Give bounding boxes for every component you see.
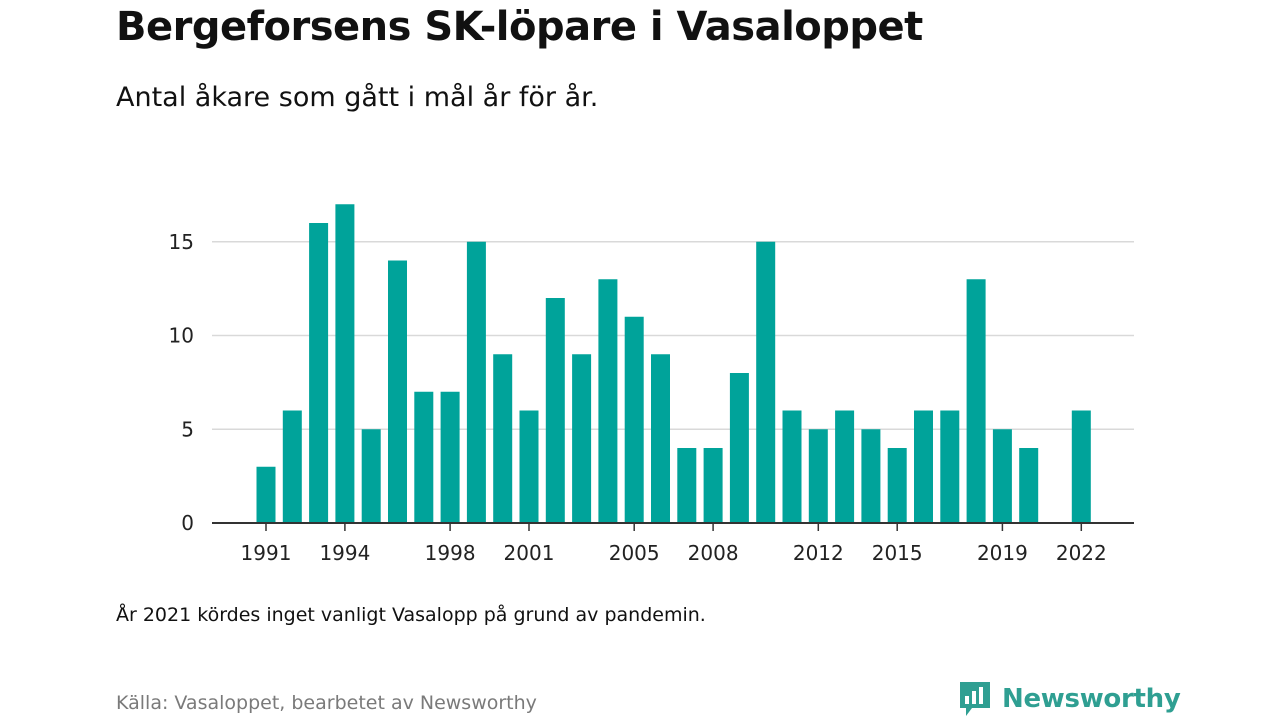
bar-1994 <box>335 204 355 523</box>
bar-1991 <box>256 466 276 523</box>
bar-1999 <box>466 241 486 523</box>
bar-2015 <box>887 448 907 523</box>
bar-1997 <box>414 391 434 523</box>
bar-2020 <box>1019 448 1039 523</box>
y-tick-label: 15 <box>169 230 194 254</box>
bar-1993 <box>309 223 329 523</box>
y-tick-label: 10 <box>169 324 194 348</box>
bar-2019 <box>992 429 1012 523</box>
bar-2006 <box>651 354 670 523</box>
y-tick-label: 5 <box>181 417 194 441</box>
bar-2017 <box>940 410 960 523</box>
x-axis <box>212 522 1134 531</box>
x-tick-label: 1998 <box>425 541 476 565</box>
x-tick-label: 1994 <box>319 541 370 565</box>
bar-2000 <box>493 354 513 523</box>
bar-1998 <box>440 391 460 523</box>
bar-2012 <box>808 429 828 523</box>
x-tick-label: 2015 <box>872 541 923 565</box>
brand-logo: Newsworthy <box>958 680 1181 718</box>
x-tick-label: 2005 <box>609 541 660 565</box>
newsworthy-logo-icon <box>960 682 990 716</box>
chart-subtitle: Antal åkare som gått i mål år för år. <box>116 82 599 113</box>
bar-2014 <box>861 429 881 523</box>
source-credit: Källa: Vasaloppet, bearbetet av Newswort… <box>116 692 537 714</box>
bar-2011 <box>782 410 802 523</box>
x-tick-label: 2012 <box>793 541 844 565</box>
bar-2005 <box>624 316 644 523</box>
y-axis-labels: 0 5 10 15 <box>169 230 194 535</box>
x-axis-labels: 1991 1994 1998 2001 2005 2008 2012 2015 2019 2022 <box>241 541 1107 565</box>
x-tick-label: 2001 <box>504 541 555 565</box>
bar-1996 <box>388 260 407 523</box>
bar-1995 <box>361 429 381 523</box>
bar-2003 <box>572 354 592 523</box>
chart-footnote: År 2021 kördes inget vanligt Vasalopp på… <box>116 604 706 626</box>
bar-2009 <box>729 373 749 523</box>
bar-1992 <box>282 410 302 523</box>
bar-2007 <box>677 448 697 523</box>
x-tick-label: 2022 <box>1056 541 1107 565</box>
bar-2018 <box>966 279 986 523</box>
bar-2022 <box>1071 410 1091 523</box>
y-tick-label: 0 <box>181 511 194 535</box>
bar-2001 <box>519 410 539 523</box>
x-tick-label: 2008 <box>688 541 739 565</box>
x-tick-label: 2019 <box>977 541 1028 565</box>
bar-2016 <box>914 410 933 523</box>
x-tick-label: 1991 <box>241 541 292 565</box>
bar-2004 <box>598 279 618 523</box>
chart-title: Bergeforsens SK-löpare i Vasaloppet <box>116 4 923 50</box>
bar-2002 <box>545 298 565 523</box>
bar-chart: 0 5 10 15 1991 1994 1998 2001 2005 2008 2012 2015 2… <box>169 204 1134 565</box>
bar-2008 <box>703 448 723 523</box>
brand-name: Newsworthy <box>1002 684 1181 714</box>
bar-2010 <box>756 241 776 523</box>
bar-2013 <box>835 410 855 523</box>
bars <box>256 204 1091 523</box>
